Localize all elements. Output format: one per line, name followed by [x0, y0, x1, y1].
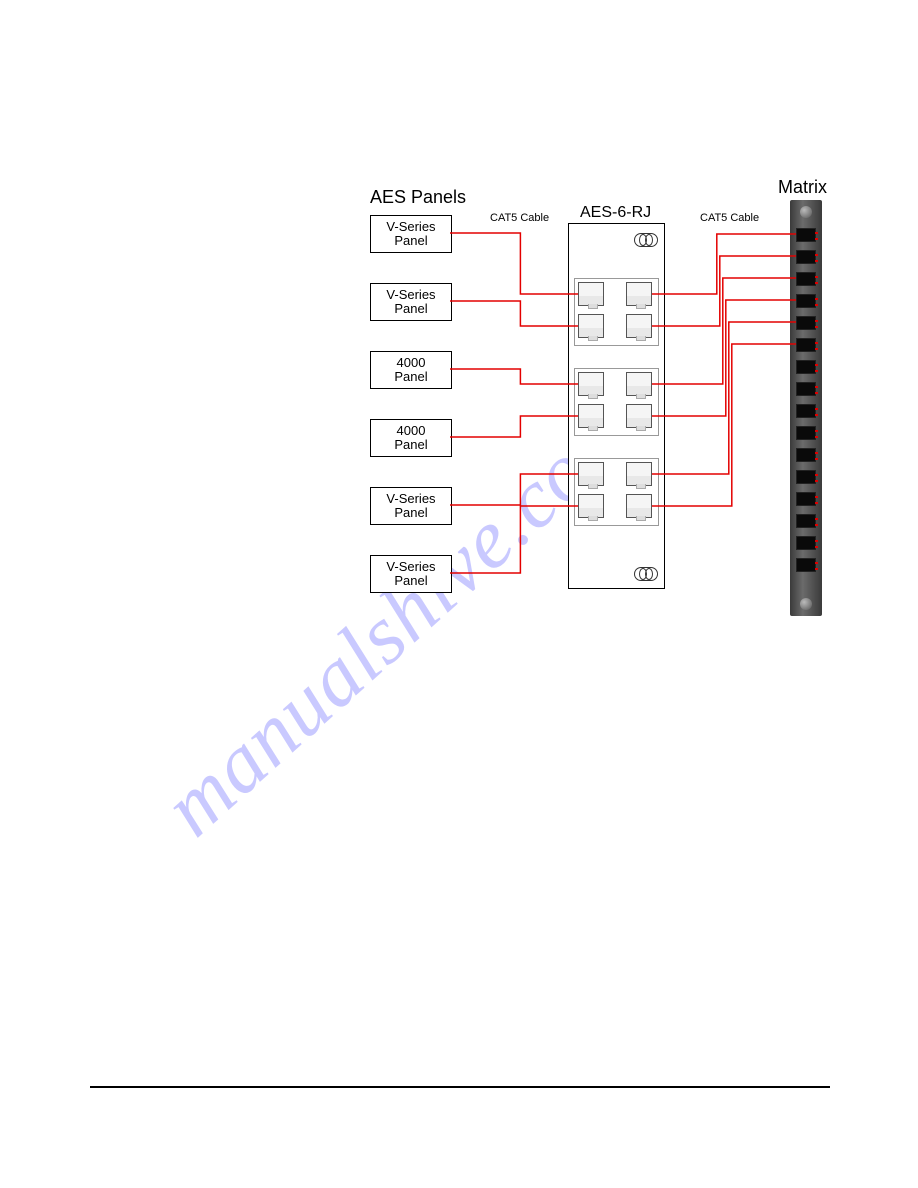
rj45-jack-right — [626, 372, 652, 396]
cat5-wire — [652, 322, 796, 474]
panel-label-line1: V-Series — [386, 560, 435, 574]
rj45-jack-right — [626, 314, 652, 338]
aes-panels-heading: AES Panels — [370, 188, 466, 208]
panel-label-line2: Panel — [394, 438, 427, 452]
panel-box: V-SeriesPanel — [370, 215, 452, 253]
cat5-wire — [450, 416, 578, 437]
matrix-port — [796, 426, 816, 440]
screw-icon — [800, 206, 812, 218]
rj45-jack-left — [578, 314, 604, 338]
panel-box: V-SeriesPanel — [370, 487, 452, 525]
rj45-jack-right — [626, 282, 652, 306]
matrix-port — [796, 316, 816, 330]
panel-label-line2: Panel — [394, 506, 427, 520]
cat5-wire — [652, 278, 796, 384]
rj45-jack-right — [626, 462, 652, 486]
screw-icon — [800, 598, 812, 610]
rj45-jack-left — [578, 462, 604, 486]
indicator-icon — [634, 567, 658, 581]
matrix-port — [796, 492, 816, 506]
indicator-icon — [634, 233, 658, 247]
cat5-wire — [450, 474, 578, 505]
matrix-port — [796, 294, 816, 308]
rj45-jack-right — [626, 404, 652, 428]
panel-label-line2: Panel — [394, 574, 427, 588]
rj45-jack-left — [578, 282, 604, 306]
cat5-wire — [450, 301, 578, 326]
panel-box: V-SeriesPanel — [370, 283, 452, 321]
panel-label-line2: Panel — [394, 302, 427, 316]
diagram-root: manualshive.com AES Panels Matrix AES-6-… — [0, 0, 918, 1188]
panel-box: 4000Panel — [370, 351, 452, 389]
matrix-port — [796, 404, 816, 418]
cat5-wire — [450, 506, 578, 573]
panel-label-line1: 4000 — [397, 356, 426, 370]
cat5-wire — [652, 234, 796, 294]
matrix-port — [796, 272, 816, 286]
matrix-heading: Matrix — [778, 178, 827, 198]
matrix-port — [796, 360, 816, 374]
panel-label-line1: V-Series — [386, 288, 435, 302]
rj45-jack-right — [626, 494, 652, 518]
cat5-wire — [652, 300, 796, 416]
panel-label-line1: V-Series — [386, 220, 435, 234]
matrix-port — [796, 514, 816, 528]
panel-label-line2: Panel — [394, 370, 427, 384]
cat5-left-label: CAT5 Cable — [490, 212, 549, 224]
matrix-port — [796, 536, 816, 550]
footer-rule — [90, 1086, 830, 1088]
panel-label-line1: V-Series — [386, 492, 435, 506]
rj45-jack-left — [578, 404, 604, 428]
cat5-wire — [652, 344, 796, 506]
matrix-port — [796, 338, 816, 352]
cat5-wire — [652, 256, 796, 326]
matrix-port — [796, 250, 816, 264]
panel-label-line2: Panel — [394, 234, 427, 248]
cat5-wire — [450, 233, 578, 294]
rj45-jack-left — [578, 372, 604, 396]
matrix-port — [796, 382, 816, 396]
aes6rj-heading: AES-6-RJ — [580, 204, 651, 222]
matrix-port — [796, 448, 816, 462]
panel-box: V-SeriesPanel — [370, 555, 452, 593]
matrix-port — [796, 470, 816, 484]
rj45-jack-left — [578, 494, 604, 518]
cat5-right-label: CAT5 Cable — [700, 212, 759, 224]
panel-label-line1: 4000 — [397, 424, 426, 438]
cat5-wire — [450, 369, 578, 384]
matrix-port — [796, 228, 816, 242]
panel-box: 4000Panel — [370, 419, 452, 457]
matrix-port — [796, 558, 816, 572]
